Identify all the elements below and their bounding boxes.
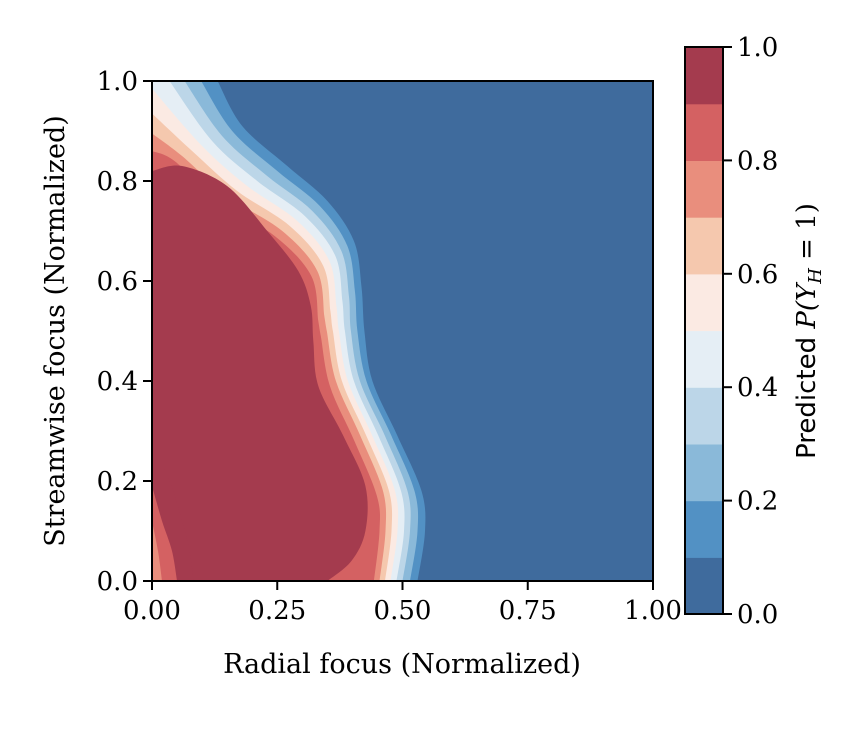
- colorbar-title: Predicted P(YH = 1): [792, 203, 826, 459]
- colorbar-frame: [684, 46, 724, 615]
- colorbar-band: [685, 330, 723, 388]
- x-axis-title: Radial focus (Normalized): [223, 649, 581, 680]
- y-tick-label: 0.0: [97, 567, 138, 597]
- colorbar-band: [685, 500, 723, 558]
- colorbar-band: [685, 47, 723, 105]
- x-tick-label: 0.50: [374, 596, 432, 626]
- y-tick-label: 1.0: [97, 67, 138, 97]
- colorbar-tick-label: 0.0: [737, 600, 778, 630]
- y-tick-label: 0.4: [97, 367, 138, 397]
- plot-area: [152, 81, 653, 581]
- x-tick-label: 0.25: [248, 596, 306, 626]
- x-axis: 0.00 0.25 0.50 0.75 1.00: [123, 581, 682, 626]
- y-tick-label: 0.6: [97, 267, 138, 297]
- colorbar: [685, 47, 723, 615]
- colorbar-tick-label: 0.2: [737, 487, 778, 517]
- x-tick-label: 0.75: [499, 596, 557, 626]
- colorbar-band: [685, 387, 723, 445]
- colorbar-band: [685, 557, 723, 615]
- colorbar-tick-label: 0.4: [737, 373, 778, 403]
- x-tick-label: 0.00: [123, 596, 181, 626]
- colorbar-band: [685, 273, 723, 332]
- colorbar-band: [685, 443, 723, 502]
- colorbar-tick-label: 0.6: [737, 260, 778, 290]
- colorbar-band: [685, 103, 723, 161]
- y-axis: 0.0 0.2 0.4 0.6 0.8 1.0: [97, 67, 152, 597]
- colorbar-band: [685, 217, 723, 275]
- colorbar-tick-label: 1.0: [737, 33, 778, 63]
- colorbar-band: [685, 160, 723, 218]
- y-tick-label: 0.8: [97, 167, 138, 197]
- x-tick-label: 1.00: [624, 596, 682, 626]
- colorbar-axis: 0.0 0.2 0.4 0.6 0.8 1.0: [723, 33, 778, 630]
- corner-band-70: [152, 521, 162, 581]
- y-axis-title: Streamwise focus (Normalized): [40, 115, 71, 547]
- y-tick-label: 0.2: [97, 467, 138, 497]
- contour-band-90: [152, 81, 368, 581]
- colorbar-tick-label: 0.8: [737, 146, 778, 176]
